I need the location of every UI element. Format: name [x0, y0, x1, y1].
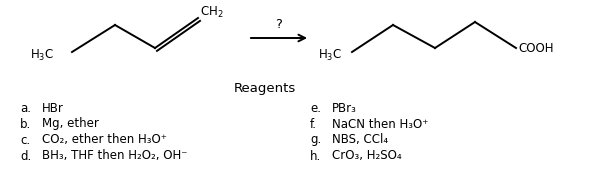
Text: c.: c. — [20, 133, 30, 146]
Text: h.: h. — [310, 150, 322, 162]
Text: HBr: HBr — [42, 102, 64, 114]
Text: d.: d. — [20, 150, 31, 162]
Text: H$_3$C: H$_3$C — [30, 47, 54, 63]
Text: PBr₃: PBr₃ — [332, 102, 357, 114]
Text: a.: a. — [20, 102, 31, 114]
Text: b.: b. — [20, 117, 31, 131]
Text: NBS, CCl₄: NBS, CCl₄ — [332, 133, 388, 146]
Text: BH₃, THF then H₂O₂, OH⁻: BH₃, THF then H₂O₂, OH⁻ — [42, 150, 188, 162]
Text: f.: f. — [310, 117, 317, 131]
Text: ?: ? — [275, 17, 283, 31]
Text: CH$_2$: CH$_2$ — [200, 5, 224, 20]
Text: CrO₃, H₂SO₄: CrO₃, H₂SO₄ — [332, 150, 401, 162]
Text: Mg, ether: Mg, ether — [42, 117, 99, 131]
Text: NaCN then H₃O⁺: NaCN then H₃O⁺ — [332, 117, 428, 131]
Text: Reagents: Reagents — [234, 82, 296, 94]
Text: COOH: COOH — [518, 42, 554, 54]
Text: H$_3$C: H$_3$C — [318, 47, 342, 63]
Text: CO₂, ether then H₃O⁺: CO₂, ether then H₃O⁺ — [42, 133, 167, 146]
Text: e.: e. — [310, 102, 321, 114]
Text: g.: g. — [310, 133, 322, 146]
